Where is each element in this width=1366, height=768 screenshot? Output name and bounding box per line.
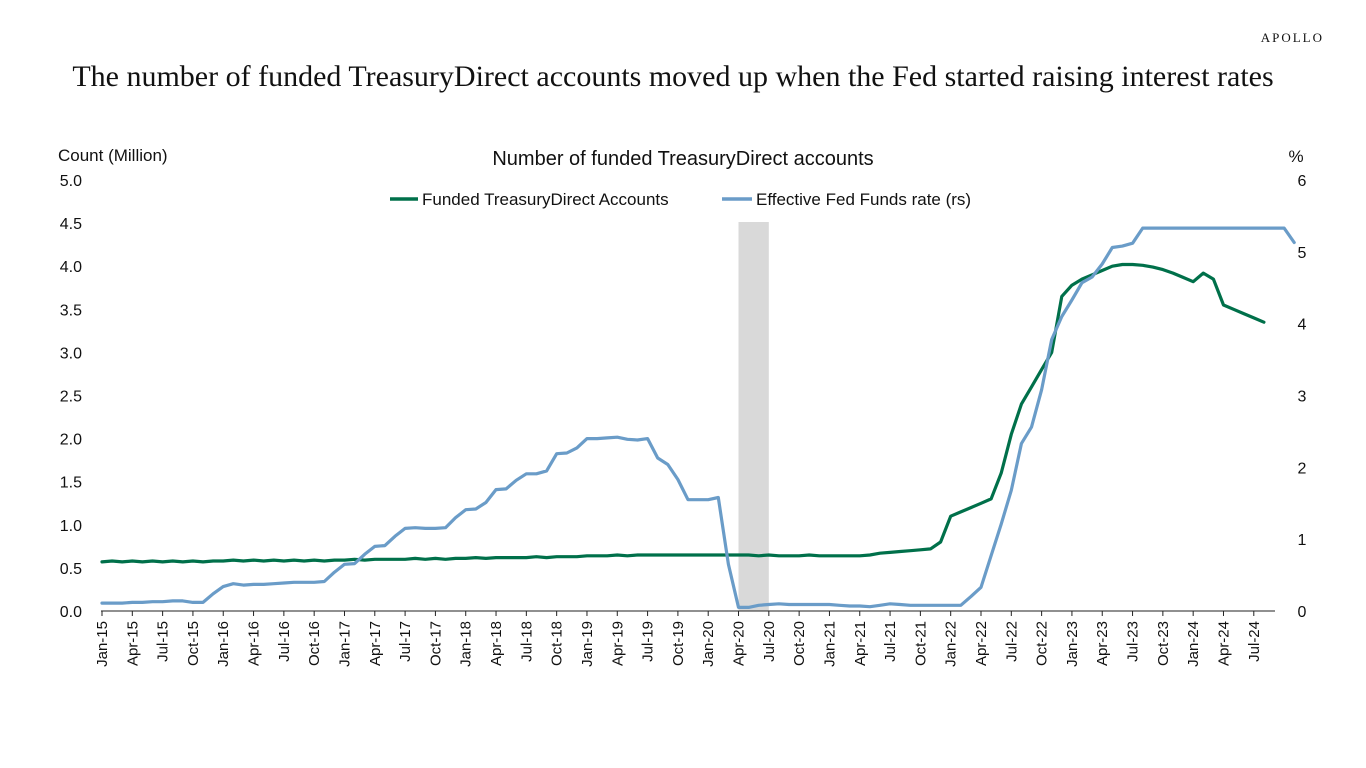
y-right-tick-label: 6 [1298, 173, 1307, 190]
legend-label-accounts: Funded TreasuryDirect Accounts [422, 190, 669, 209]
x-tick-label: Apr-20 [731, 621, 748, 666]
x-tick-label: Apr-24 [1215, 621, 1232, 666]
y-left-tick-label: 1.0 [60, 518, 82, 535]
series-line-fed-funds-rate [100, 226, 1296, 610]
x-tick-label: Oct-18 [549, 621, 566, 666]
x-tick-label: Jul-19 [640, 621, 657, 662]
legend: Funded TreasuryDirect Accounts Effective… [390, 190, 971, 209]
y-axis-left-label: Count (Million) [58, 146, 168, 165]
x-tick-label: Jul-17 [397, 621, 414, 662]
y-axis-right-label: % [1288, 147, 1303, 166]
chart-title: Number of funded TreasuryDirect accounts [492, 148, 873, 170]
x-tick-label: Apr-17 [367, 621, 384, 666]
x-tick-label: Jul-21 [882, 621, 899, 662]
x-tick-label: Oct-23 [1155, 621, 1172, 666]
x-tick-label: Apr-23 [1094, 621, 1111, 666]
y-left-tick-label: 3.5 [60, 302, 82, 319]
y-right-tick-label: 4 [1298, 317, 1307, 334]
brand-logo: APOLLO [1260, 30, 1324, 45]
x-tick-label: Jan-20 [700, 621, 717, 667]
series-line-funded-accounts [100, 262, 1266, 564]
headline: The number of funded TreasuryDirect acco… [72, 60, 1274, 93]
x-tick-label: Oct-19 [670, 621, 687, 666]
y-left-tick-label: 4.5 [60, 216, 82, 233]
x-tick-label: Jul-16 [276, 621, 293, 662]
y-right-tick-label: 2 [1298, 460, 1307, 477]
y-right-tick-label: 1 [1298, 532, 1307, 549]
y-left-tick-label: 0.0 [60, 604, 82, 621]
x-tick-label: Jan-19 [579, 621, 596, 667]
x-tick-label: Apr-21 [852, 621, 869, 666]
x-tick-label: Apr-22 [973, 621, 990, 666]
x-tick-label: Jan-24 [1185, 621, 1202, 667]
x-tick-label: Jan-21 [821, 621, 838, 667]
x-tick-label: Jul-18 [518, 621, 535, 662]
x-tick-label: Jul-22 [1003, 621, 1020, 662]
x-tick-label: Jan-23 [1064, 621, 1081, 667]
y-left-tick-label: 3.0 [60, 345, 82, 362]
x-tick-label: Jan-18 [458, 621, 475, 667]
x-tick-label: Oct-15 [185, 621, 202, 666]
y-right-tick-label: 0 [1298, 604, 1307, 621]
x-tick-label: Jan-15 [94, 621, 111, 667]
x-tick-label: Apr-19 [609, 621, 626, 666]
y-left-tick-label: 2.5 [60, 389, 82, 406]
y-right-tick-label: 3 [1298, 389, 1307, 406]
x-tick-label: Jul-24 [1246, 621, 1263, 662]
x-tick-label: Jul-15 [155, 621, 172, 662]
x-tick-label: Apr-16 [246, 621, 263, 666]
x-tick-label: Oct-21 [912, 621, 929, 666]
x-tick-label: Jul-23 [1125, 621, 1142, 662]
x-tick-label: Apr-18 [488, 621, 505, 666]
y-left-tick-label: 4.0 [60, 259, 82, 276]
y-left-tick-label: 5.0 [60, 173, 82, 190]
x-tick-label: Jan-22 [943, 621, 960, 667]
x-tick-label: Jan-16 [215, 621, 232, 667]
x-tick-label: Oct-20 [791, 621, 808, 666]
y-right-tick-label: 5 [1298, 245, 1307, 262]
x-tick-label: Jan-17 [336, 621, 353, 667]
recession-band [738, 222, 769, 611]
y-left-tick-label: 2.0 [60, 432, 82, 449]
x-tick-label: Oct-16 [306, 621, 323, 666]
legend-label-fed-funds: Effective Fed Funds rate (rs) [756, 190, 971, 209]
y-left-tick-label: 1.5 [60, 475, 82, 492]
x-tick-label: Oct-22 [1034, 621, 1051, 666]
x-tick-label: Apr-15 [124, 621, 141, 666]
x-tick-label: Jul-20 [761, 621, 778, 662]
x-tick-label: Oct-17 [427, 621, 444, 666]
y-left-tick-label: 0.5 [60, 561, 82, 578]
